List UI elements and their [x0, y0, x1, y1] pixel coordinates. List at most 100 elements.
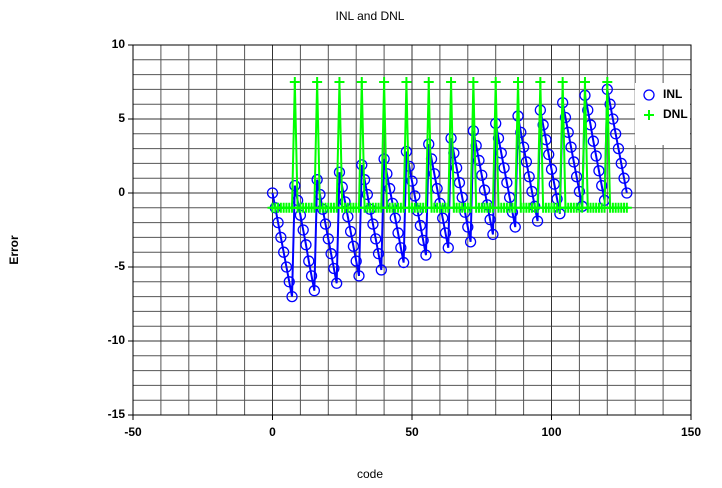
legend-label: DNL	[663, 107, 688, 121]
marker	[462, 221, 474, 233]
marker	[401, 77, 412, 87]
marker	[537, 119, 549, 131]
marker	[596, 179, 608, 192]
marker	[570, 171, 583, 183]
marker	[278, 246, 290, 258]
marker	[439, 227, 452, 239]
marker	[445, 132, 457, 144]
marker	[473, 154, 485, 167]
marker	[535, 77, 546, 87]
marker	[331, 277, 343, 289]
marker	[582, 104, 594, 116]
marker	[322, 233, 334, 245]
y-tick-label: -15	[108, 407, 126, 421]
marker	[356, 77, 367, 87]
marker	[450, 162, 463, 174]
x-tick-label: 50	[405, 425, 419, 439]
marker	[406, 175, 418, 187]
series-line	[271, 89, 628, 297]
marker	[350, 255, 362, 267]
marker	[604, 98, 616, 110]
plot-frame	[132, 44, 692, 416]
chart-title: INL and DNL	[336, 9, 405, 23]
marker	[361, 188, 374, 201]
marker	[353, 270, 365, 282]
marker	[272, 216, 284, 229]
marker	[509, 221, 521, 233]
marker	[490, 77, 501, 87]
marker	[289, 77, 300, 87]
marker	[308, 285, 321, 297]
x-tick-label: -50	[124, 425, 142, 439]
marker	[319, 218, 332, 230]
marker	[395, 242, 407, 254]
y-tick-label: 10	[112, 37, 126, 51]
marker	[378, 153, 390, 165]
marker	[344, 225, 357, 238]
marker	[565, 141, 577, 153]
marker	[297, 224, 309, 236]
x-tick-label: 0	[269, 425, 276, 439]
marker	[283, 276, 295, 288]
marker	[615, 157, 627, 170]
marker	[375, 264, 387, 276]
marker	[379, 77, 390, 87]
marker	[456, 191, 468, 204]
x-axis-label: code	[357, 467, 383, 481]
marker	[311, 174, 323, 186]
marker	[468, 77, 479, 87]
marker	[621, 202, 632, 213]
marker	[513, 77, 524, 87]
marker	[559, 111, 572, 124]
x-tick-label: 150	[681, 425, 701, 439]
legend-label: INL	[663, 87, 682, 101]
marker	[356, 159, 368, 171]
marker	[523, 171, 535, 183]
marker	[618, 172, 630, 184]
marker	[442, 242, 454, 254]
marker	[453, 176, 466, 189]
marker	[612, 142, 625, 155]
marker	[372, 248, 385, 260]
y-tick-label: -5	[114, 259, 125, 273]
marker	[478, 184, 491, 196]
marker	[420, 249, 432, 261]
marker	[300, 239, 312, 251]
marker	[389, 212, 401, 224]
marker	[370, 233, 382, 245]
legend-marker	[643, 89, 655, 101]
y-tick-label: 5	[118, 111, 125, 125]
marker	[289, 179, 301, 192]
marker	[487, 228, 499, 241]
marker	[333, 166, 346, 178]
marker	[446, 77, 457, 87]
marker	[397, 256, 410, 269]
y-axis-label: Error	[7, 235, 21, 265]
marker	[414, 219, 427, 232]
marker	[347, 240, 360, 252]
marker	[417, 234, 429, 247]
marker	[593, 165, 605, 177]
marker	[557, 77, 568, 87]
marker	[590, 150, 602, 162]
marker	[437, 212, 449, 224]
marker	[545, 163, 558, 175]
y-tick-label: -10	[108, 333, 126, 347]
marker	[423, 138, 435, 150]
marker	[423, 77, 434, 87]
marker	[280, 261, 293, 273]
marker	[367, 218, 379, 230]
marker	[573, 185, 586, 198]
marker	[515, 126, 527, 138]
marker	[498, 162, 510, 174]
marker	[400, 145, 413, 158]
marker	[266, 187, 279, 199]
marker	[384, 182, 396, 195]
marker	[325, 248, 337, 260]
series-markers	[267, 77, 632, 213]
y-tick-label: 0	[118, 185, 125, 199]
marker	[303, 255, 315, 267]
marker	[621, 187, 633, 199]
marker	[548, 178, 560, 190]
